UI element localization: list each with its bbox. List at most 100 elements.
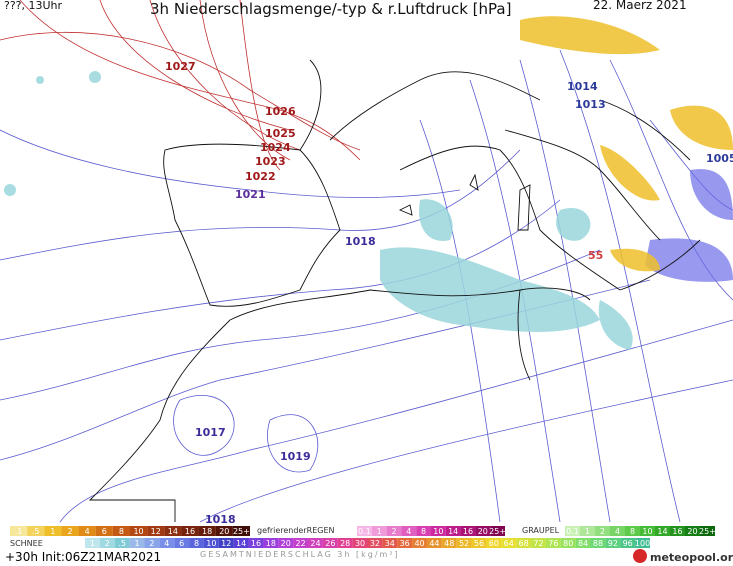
legend-swatch: [475, 526, 491, 536]
legend-label: 76: [548, 539, 558, 548]
legend-label: 0.1: [358, 527, 371, 536]
legend-label: 52: [459, 539, 469, 548]
legend-swatch: [460, 526, 476, 536]
isobar-label: 1023: [255, 155, 286, 168]
legend-swatch: [441, 538, 457, 548]
legend-swatch: [181, 526, 199, 536]
legend-label: 30: [355, 539, 365, 548]
legend-label: 6: [179, 539, 184, 548]
legend-label: 48: [444, 539, 454, 548]
legend-label: 40: [414, 539, 424, 548]
legend-label: 18: [266, 539, 276, 548]
legend-swatch: [456, 538, 472, 548]
legend-swatch: [655, 526, 670, 536]
legend-swatch: [575, 538, 591, 548]
legend-swatch: [412, 538, 427, 548]
isobar-label: 1021: [235, 188, 266, 201]
legend-swatch: [352, 538, 368, 548]
isobar-label: 1019: [280, 450, 311, 463]
legend-swatch: [595, 526, 610, 536]
legend-label: 80: [563, 539, 573, 548]
legend-label: 16: [185, 527, 195, 536]
legend-label: 28: [340, 539, 350, 548]
isobar-label: 1024: [260, 141, 291, 154]
legend-swatch: [203, 538, 219, 548]
legend-label: 14: [236, 539, 246, 548]
legend-label: 4: [85, 527, 90, 536]
legend-label: 1: [377, 527, 382, 536]
precipitation-heavy: [645, 169, 733, 282]
legend-swatch: [61, 526, 79, 536]
legend-label: 96: [623, 539, 633, 548]
legend-label: 14: [168, 527, 178, 536]
legend-swatch: [357, 526, 372, 536]
legend-swatch: [640, 526, 655, 536]
legend-label: 1: [134, 539, 139, 548]
legend-label: 8: [194, 539, 199, 548]
legend-swatch: [99, 538, 115, 548]
legend-label: 2: [149, 539, 154, 548]
legend-swatch: [490, 526, 505, 536]
legend-label: 2: [391, 527, 396, 536]
legend-swatch: [685, 526, 700, 536]
legend-label: 84: [578, 539, 588, 548]
legend-label: 68: [519, 539, 529, 548]
isobar-label: 1005: [706, 152, 733, 165]
legend-label: 8: [119, 527, 124, 536]
legend-swatch: [620, 538, 636, 548]
legend-swatch: [337, 538, 353, 548]
legend-swatch: [371, 526, 387, 536]
legend-swatch: [545, 538, 561, 548]
legend-label: .5: [118, 539, 126, 548]
legend-swatch: [426, 538, 442, 548]
legend-label: 1: [50, 527, 55, 536]
legend-title: SCHNEE: [10, 539, 43, 548]
legend-label: 10: [642, 527, 652, 536]
legend-swatch: [112, 526, 130, 536]
legend-swatch: [700, 526, 715, 536]
legend-label: 2: [105, 539, 110, 548]
legend-swatch: [386, 526, 402, 536]
legend-label: .1: [15, 527, 23, 536]
legend-label: 12: [221, 539, 231, 548]
legend-swatch: [147, 526, 165, 536]
run-info: +30h Init:06Z21MAR2021: [5, 550, 161, 564]
legend-swatch: [248, 538, 264, 548]
isobar-label: 1025: [265, 127, 296, 140]
map-title: 3h Niederschlagsmenge/-typ & r.Luftdruck…: [150, 0, 511, 18]
legend-label: 36: [400, 539, 410, 548]
legend-label: 12: [151, 527, 161, 536]
isobars: [0, 0, 733, 523]
legend-label: 44: [429, 539, 439, 548]
isobar-label: 1014: [567, 80, 598, 93]
legend-swatch: [397, 538, 413, 548]
legend-label: 88: [593, 539, 603, 548]
legend-swatch: [278, 538, 294, 548]
legend-label: 34: [385, 539, 395, 548]
isobar-label: 1026: [265, 105, 296, 118]
legend-swatch: [580, 526, 595, 536]
legend-swatch: [164, 526, 182, 536]
brand: meteopool.org: [650, 551, 733, 564]
legend-swatch: [95, 526, 113, 536]
legend-swatch: [174, 538, 190, 548]
legend-swatch: [382, 538, 398, 548]
legend-swatch: [565, 526, 580, 536]
legend-label: 26: [325, 539, 335, 548]
legend-label: 8: [630, 527, 635, 536]
legend-label: 14: [657, 527, 667, 536]
legend-label: 2: [67, 527, 72, 536]
total-precip-label: GESAMTNIEDERSCHLAG 3h [kg/m²]: [200, 550, 400, 559]
logo-icon: [633, 549, 647, 563]
legend-swatch: [560, 538, 576, 548]
legend-title: gefrierenderREGEN: [257, 526, 335, 535]
legend-swatch: [401, 526, 417, 536]
legend-swatch: [27, 526, 45, 536]
legend-label: 24: [310, 539, 320, 548]
legend-swatch: [263, 538, 279, 548]
legend-label: 4: [615, 527, 620, 536]
legend-swatch: [486, 538, 502, 548]
legend-swatch: [293, 538, 309, 548]
legend-label: 10: [433, 527, 443, 536]
